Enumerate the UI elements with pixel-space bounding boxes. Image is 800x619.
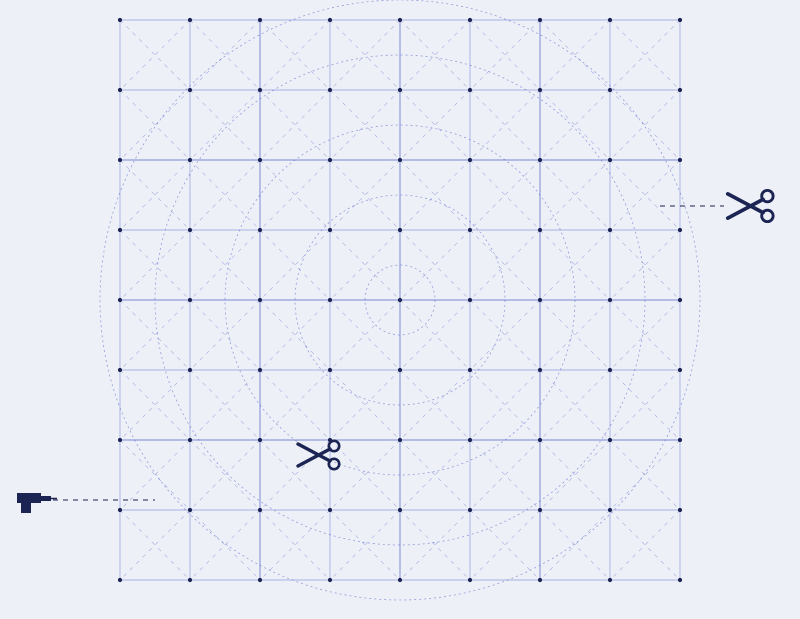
grid-dot [258,158,262,162]
grid-dot [328,88,332,92]
grid-dot [538,578,542,582]
grid-dot [188,578,192,582]
grid-dot [678,438,682,442]
grid-dot [678,88,682,92]
grid-dot [258,18,262,22]
grid-dot [678,228,682,232]
grid-dot [398,158,402,162]
grid-dot [608,158,612,162]
grid-dot [328,158,332,162]
grid-dot [188,88,192,92]
grid-dot [678,578,682,582]
grid-dot [538,508,542,512]
grid-dot [608,18,612,22]
grid-dot [118,88,122,92]
grid-dot [608,578,612,582]
grid-dot [678,18,682,22]
blueprint-canvas [0,0,800,619]
grid-dot [188,438,192,442]
grid-dot [118,298,122,302]
grid-dot [328,368,332,372]
grid-dot [258,88,262,92]
grid-dot [188,18,192,22]
grid-dot [678,368,682,372]
grid-dot [538,88,542,92]
grid-dot [468,368,472,372]
grid-dot [468,18,472,22]
grid-dot [538,18,542,22]
grid-dot [258,228,262,232]
grid-dot [258,578,262,582]
grid-dot [468,298,472,302]
grid-dot [188,508,192,512]
grid-dot [118,18,122,22]
grid-dot [538,298,542,302]
grid-dot [398,368,402,372]
grid-dot [468,228,472,232]
grid-dot [188,368,192,372]
grid-dot [328,18,332,22]
grid-dot [468,158,472,162]
grid-dot [468,508,472,512]
grid-dot [188,298,192,302]
grid-dot [678,158,682,162]
grid-dot [328,578,332,582]
grid-dot [468,438,472,442]
grid-dot [328,228,332,232]
grid-dot [118,578,122,582]
grid-dot [118,158,122,162]
grid-dot [258,508,262,512]
grid-dot [118,508,122,512]
grid-dot [398,578,402,582]
grid-dot [538,368,542,372]
grid-dot [398,228,402,232]
grid-dot [398,508,402,512]
grid-dot [468,578,472,582]
grid-dot [678,508,682,512]
grid-dot [608,88,612,92]
grid-dot [608,228,612,232]
grid-dot [188,228,192,232]
grid-dot [608,508,612,512]
grid-dot [538,438,542,442]
grid-dot [538,158,542,162]
grid-dot [678,298,682,302]
grid-dot [118,368,122,372]
grid-dot [398,298,402,302]
grid-dot [468,88,472,92]
grid-dot [608,368,612,372]
grid-dot [258,438,262,442]
grid-dot [538,228,542,232]
grid-dot [328,298,332,302]
grid-dot [398,88,402,92]
grid-dot [608,438,612,442]
grid-dot [188,158,192,162]
grid-dot [118,438,122,442]
grid-dot [258,368,262,372]
grid-dot [258,298,262,302]
grid-dot [398,438,402,442]
grid-dot [118,228,122,232]
grid-dot [608,298,612,302]
grid-dot [398,18,402,22]
grid-dot [328,508,332,512]
